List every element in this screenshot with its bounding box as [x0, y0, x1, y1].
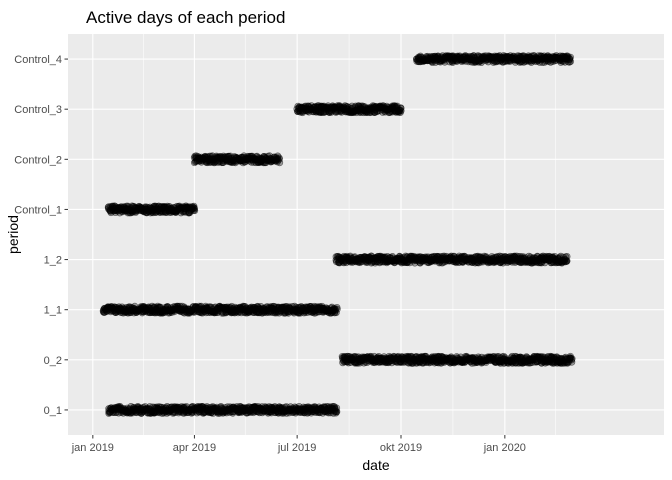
data-point [276, 159, 284, 167]
x-tick-label: apr 2019 [173, 442, 216, 454]
x-tick-label: jul 2019 [277, 442, 317, 454]
series-1_1 [99, 302, 341, 317]
x-tick-label: jan 2019 [71, 442, 114, 454]
data-point [190, 205, 198, 213]
y-tick-label: Control_1 [14, 204, 62, 216]
data-point [333, 408, 341, 416]
series-Control_2 [190, 152, 284, 167]
data-point [566, 55, 574, 63]
data-point [568, 358, 576, 366]
x-tick-label: jan 2020 [483, 442, 526, 454]
series-0_1 [105, 402, 341, 417]
data-point [333, 404, 341, 412]
plot-panel [68, 34, 664, 435]
y-tick-label: Control_3 [14, 104, 62, 116]
x-tick-label: okt 2019 [380, 442, 422, 454]
y-tick-label: 1_1 [44, 305, 62, 317]
series-Control_1 [104, 202, 199, 217]
series-1_2 [332, 252, 571, 267]
x-axis-title: date [362, 457, 389, 473]
y-axis-title: period [5, 215, 21, 254]
y-tick-label: Control_2 [14, 154, 62, 166]
data-point [563, 257, 571, 265]
y-tick-label: Control_4 [14, 54, 62, 66]
data-point [397, 104, 405, 112]
chart-title: Active days of each period [86, 8, 285, 27]
series-Control_4 [412, 52, 575, 66]
series-0_2 [338, 352, 576, 367]
y-tick-label: 1_2 [44, 255, 62, 267]
y-tick-label: 0_2 [44, 355, 62, 367]
data-point [332, 309, 340, 317]
series-Control_3 [293, 102, 405, 117]
y-tick-label: 0_1 [44, 405, 62, 417]
